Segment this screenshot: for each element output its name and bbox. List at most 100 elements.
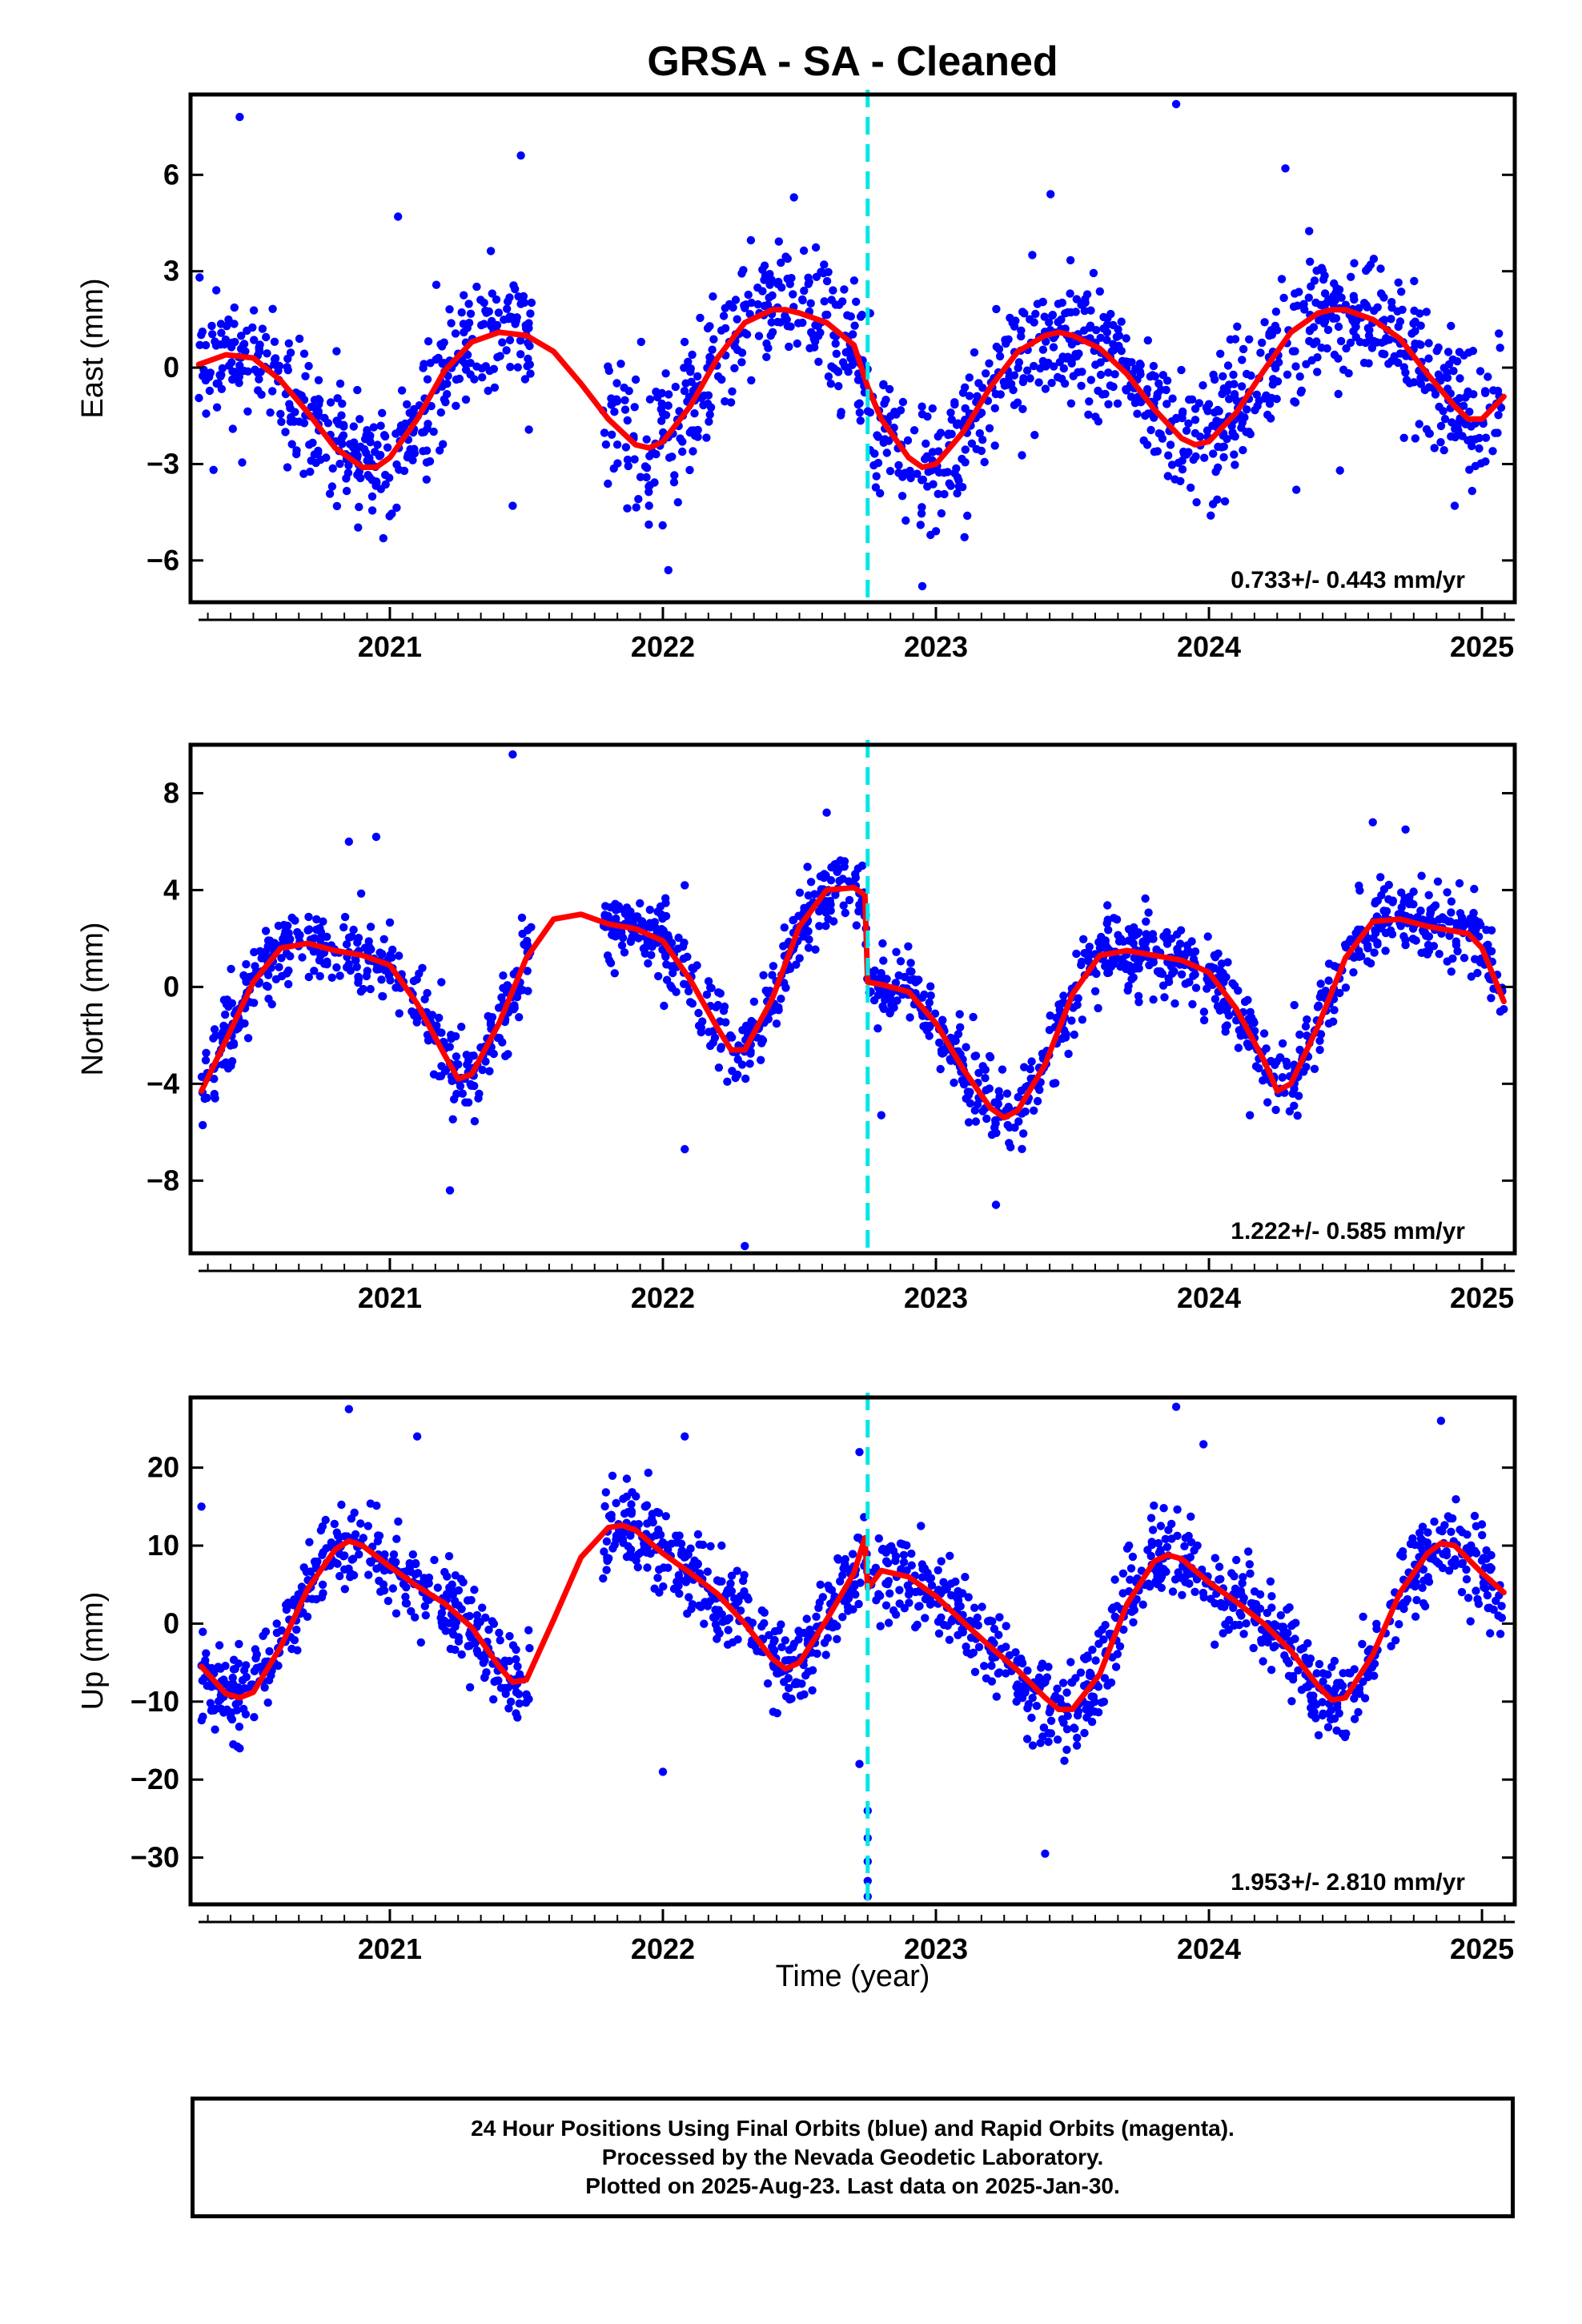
data-point xyxy=(1143,336,1153,345)
data-point xyxy=(1292,485,1301,494)
data-point xyxy=(737,348,747,357)
data-point xyxy=(345,440,355,448)
data-point xyxy=(843,311,852,320)
data-point xyxy=(263,1698,272,1707)
data-point xyxy=(1020,309,1029,318)
data-point xyxy=(854,1599,863,1609)
data-point xyxy=(403,400,412,409)
data-point xyxy=(739,266,748,275)
y-tick-label: 0 xyxy=(163,970,179,1003)
data-point xyxy=(762,339,771,348)
data-point xyxy=(776,318,785,327)
data-point xyxy=(284,339,293,348)
data-point xyxy=(677,1539,686,1548)
data-point xyxy=(741,1074,750,1084)
data-point xyxy=(1411,1612,1420,1621)
data-point xyxy=(1435,950,1443,959)
data-point xyxy=(332,347,341,356)
data-point xyxy=(445,1043,454,1051)
data-point xyxy=(602,1537,612,1546)
data-point xyxy=(290,1635,299,1645)
data-point xyxy=(420,1574,428,1582)
data-point xyxy=(373,440,382,449)
data-point xyxy=(1038,1049,1047,1059)
data-point xyxy=(523,362,532,371)
data-point xyxy=(892,947,901,957)
data-point xyxy=(620,948,629,957)
data-point xyxy=(802,1614,811,1623)
data-point xyxy=(1314,1001,1323,1010)
data-point xyxy=(953,472,962,482)
data-point xyxy=(950,1078,958,1088)
data-point xyxy=(306,1567,315,1576)
data-point xyxy=(488,289,496,298)
data-point xyxy=(1053,1684,1062,1693)
data-point xyxy=(1411,1580,1420,1589)
data-point xyxy=(729,1638,737,1647)
data-point xyxy=(681,1432,689,1441)
data-point xyxy=(1211,1640,1219,1649)
data-point xyxy=(785,342,793,352)
data-point xyxy=(1014,1117,1023,1126)
data-point xyxy=(287,440,296,448)
data-point xyxy=(954,1590,964,1600)
data-point xyxy=(356,889,366,899)
data-point xyxy=(853,864,863,873)
north-y-axis-label: North (mm) xyxy=(76,922,110,1076)
data-point xyxy=(342,940,351,949)
data-point xyxy=(774,237,783,246)
data-point xyxy=(512,1655,520,1664)
data-point xyxy=(1301,1022,1311,1031)
data-point xyxy=(239,1666,249,1675)
data-point xyxy=(1399,349,1409,358)
data-point xyxy=(301,372,310,380)
data-point xyxy=(1364,359,1373,368)
data-point xyxy=(521,941,530,950)
data-point xyxy=(602,913,611,922)
data-point xyxy=(849,330,857,339)
data-point xyxy=(1177,970,1186,979)
data-point xyxy=(1184,419,1193,428)
data-point xyxy=(1230,380,1239,388)
data-point xyxy=(1405,379,1415,388)
data-point xyxy=(804,279,813,288)
data-point xyxy=(806,299,815,308)
data-point xyxy=(1091,360,1100,369)
data-point xyxy=(747,376,756,385)
data-point xyxy=(1297,1685,1307,1695)
data-point xyxy=(496,1683,506,1692)
y-tick-label: −20 xyxy=(130,1763,179,1795)
data-point xyxy=(1387,315,1395,324)
data-point xyxy=(938,1016,947,1025)
data-point xyxy=(1180,1542,1189,1551)
data-point xyxy=(625,1550,634,1559)
data-point xyxy=(443,1590,452,1598)
data-point xyxy=(1189,455,1198,464)
data-point xyxy=(459,1578,468,1587)
data-point xyxy=(1346,338,1355,348)
data-point xyxy=(1371,926,1379,935)
data-point xyxy=(446,1644,455,1654)
data-point xyxy=(429,427,438,436)
data-point xyxy=(412,975,421,984)
data-point xyxy=(978,1062,987,1071)
data-point xyxy=(229,1740,238,1749)
data-point xyxy=(1305,336,1314,346)
data-point xyxy=(1141,894,1150,903)
data-point xyxy=(1082,290,1092,299)
data-point xyxy=(1246,1111,1255,1120)
data-point xyxy=(1026,374,1034,383)
data-point xyxy=(344,837,353,846)
data-point xyxy=(673,498,682,507)
data-point xyxy=(264,971,273,979)
data-point xyxy=(790,1679,800,1689)
data-point xyxy=(1305,227,1314,235)
data-point xyxy=(1471,915,1480,925)
data-point xyxy=(1338,1729,1347,1739)
data-point xyxy=(645,452,654,460)
data-point xyxy=(338,440,347,448)
data-point xyxy=(493,1033,502,1043)
data-point xyxy=(620,405,630,414)
data-point xyxy=(1407,329,1416,338)
data-point xyxy=(1207,511,1215,520)
